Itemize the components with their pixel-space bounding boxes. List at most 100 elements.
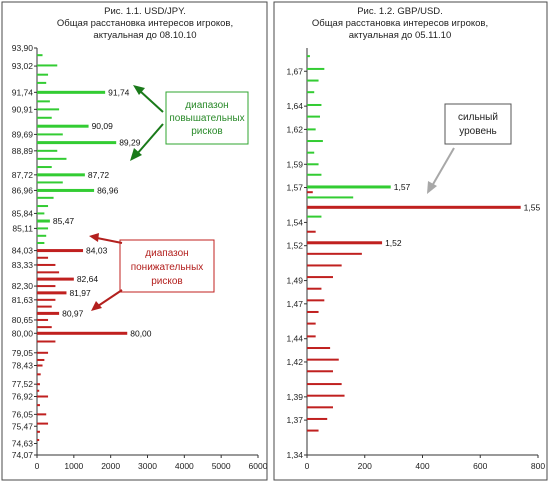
usdjpy-y-tick-label: 80,65 bbox=[12, 315, 34, 325]
usdjpy-lower-bar bbox=[37, 340, 56, 343]
gbpusd-upper-bar bbox=[307, 91, 315, 94]
usdjpy-upper-bar bbox=[37, 212, 45, 215]
gbpusd-upper-bar bbox=[307, 67, 325, 70]
usdjpy-lower-bar-label: 81,97 bbox=[69, 288, 91, 298]
usdjpy-y-tick-label: 80,00 bbox=[12, 328, 34, 338]
gbpusd-upper-bar bbox=[307, 55, 310, 58]
upper-risk-arrowhead-down bbox=[130, 148, 142, 161]
gbpusd-y-tick-label: 1,44 bbox=[286, 334, 303, 344]
usdjpy-upper-bar bbox=[37, 133, 63, 136]
usdjpy-y-tick-label: 86,96 bbox=[12, 185, 34, 195]
gbpusd-upper-bar bbox=[307, 173, 322, 176]
usdjpy-lower-bar bbox=[37, 358, 45, 361]
usdjpy-lower-bar bbox=[37, 389, 40, 392]
usdjpy-lower-bar-label: 80,97 bbox=[62, 308, 84, 318]
usdjpy-y-tick-label: 81,63 bbox=[12, 295, 34, 305]
gbpusd-lower-bar bbox=[307, 347, 331, 350]
gbpusd-lower-bar bbox=[307, 299, 325, 302]
usdjpy-y-tick-label: 85,11 bbox=[12, 223, 33, 233]
usdjpy-upper-bar-label: 85,47 bbox=[53, 216, 75, 226]
gbpusd-y-tick-label: 1,67 bbox=[286, 66, 303, 76]
gbpusd-lower-bar bbox=[307, 394, 345, 397]
gbpusd-upper-bar bbox=[307, 196, 354, 199]
usdjpy-upper-bar bbox=[37, 241, 45, 244]
upper-risk-label-box bbox=[165, 91, 249, 145]
upper-risk-annotation: диапазон повышательных рисков bbox=[130, 85, 249, 161]
usdjpy-lower-bar bbox=[37, 318, 49, 321]
usdjpy-upper-bar bbox=[37, 188, 95, 192]
usdjpy-lower-bar bbox=[37, 404, 40, 407]
gbpusd-lower-bar bbox=[307, 264, 342, 267]
strong-level-label-line-2: уровень bbox=[459, 126, 497, 137]
usdjpy-x-tick-label: 4000 bbox=[175, 461, 194, 471]
usdjpy-x-tick-label: 3000 bbox=[138, 461, 157, 471]
usdjpy-y-tick-label: 82,30 bbox=[12, 281, 34, 291]
usdjpy-lower-bar bbox=[37, 277, 74, 281]
usdjpy-upper-bar bbox=[37, 81, 47, 84]
gbpusd-lower-bar-label: 1,55 bbox=[524, 202, 541, 212]
upper-risk-label-line-3: рисков bbox=[191, 126, 223, 137]
usdjpy-lower-bar bbox=[37, 271, 60, 274]
usdjpy-lower-bar bbox=[37, 331, 128, 335]
gbpusd-upper-bar bbox=[307, 151, 315, 154]
gbpusd-y-tick-label: 1,42 bbox=[286, 357, 303, 367]
usdjpy-lower-bar bbox=[37, 311, 60, 315]
usdjpy-upper-bar bbox=[37, 64, 58, 67]
gbpusd-y-tick-label: 1,62 bbox=[286, 124, 303, 134]
usdjpy-lower-bar bbox=[37, 298, 56, 301]
usdjpy-lower-bar bbox=[37, 351, 49, 354]
usdjpy-upper-bar-label: 86,96 bbox=[97, 185, 119, 195]
gbpusd-lower-bar bbox=[307, 383, 342, 386]
usdjpy-y-tick-label: 78,43 bbox=[12, 361, 34, 371]
usdjpy-upper-bar-label: 89,29 bbox=[119, 138, 141, 148]
lower-risk-label-box bbox=[119, 239, 215, 293]
gbpusd-lower-bar bbox=[307, 358, 339, 361]
gbpusd-lower-bar bbox=[307, 205, 521, 209]
right-chart-title-line-2: Общая расстановка интересов игроков, bbox=[312, 18, 488, 29]
usdjpy-x-tick-label: 5000 bbox=[212, 461, 231, 471]
gbpusd-x-tick-label: 600 bbox=[473, 461, 487, 471]
gbpusd-x-tick-label: 400 bbox=[415, 461, 429, 471]
usdjpy-lower-bar bbox=[37, 305, 52, 308]
usdjpy-upper-bar bbox=[37, 205, 49, 208]
usdjpy-upper-bar bbox=[37, 73, 49, 76]
lower-risk-arrowhead-down bbox=[91, 301, 102, 311]
upper-risk-arrowhead-up bbox=[133, 85, 145, 95]
usdjpy-y-tick-label: 83,33 bbox=[12, 260, 34, 270]
lower-risk-annotation: диапазон понижательных рисков bbox=[89, 233, 215, 311]
usdjpy-upper-bar bbox=[37, 108, 60, 111]
usdjpy-y-tick-label: 93,02 bbox=[12, 61, 34, 71]
usdjpy-lower-bar bbox=[37, 413, 47, 416]
usdjpy-y-tick-label: 87,72 bbox=[12, 170, 34, 180]
gbpusd-lower-bar bbox=[307, 370, 333, 373]
usdjpy-lower-bar bbox=[37, 249, 84, 253]
usdjpy-upper-bar bbox=[37, 173, 85, 177]
usdjpy-lower-bar bbox=[37, 373, 41, 376]
gbpusd-lower-bar bbox=[307, 429, 319, 432]
usdjpy-lower-bar bbox=[37, 383, 40, 386]
usdjpy-lower-bar bbox=[37, 326, 52, 329]
usdjpy-x-tick-label: 0 bbox=[35, 461, 40, 471]
upper-risk-arrow-down bbox=[136, 123, 164, 155]
usdjpy-upper-bar-label: 91,74 bbox=[108, 87, 130, 97]
gbpusd-upper-bar bbox=[307, 115, 320, 118]
usdjpy-y-tick-label: 79,05 bbox=[12, 348, 34, 358]
right-panel-frame bbox=[273, 1, 548, 481]
usdjpy-x-tick-label: 6000 bbox=[249, 461, 268, 471]
usdjpy-chart: 93,90 93,02 91,74 90,91 89,69 88,89 87,72 86,96… bbox=[12, 43, 268, 471]
gbpusd-lower-bar bbox=[307, 406, 333, 409]
usdjpy-y-tick-label: 85,84 bbox=[12, 208, 34, 218]
lower-risk-label-line-2: понижательных bbox=[131, 262, 204, 273]
upper-risk-label-line-1: диапазон bbox=[185, 100, 228, 111]
usdjpy-y-tick-label: 74,63 bbox=[12, 439, 34, 449]
upper-risk-label-line-2: повышательных bbox=[169, 113, 244, 124]
usdjpy-upper-bar bbox=[37, 234, 47, 237]
usdjpy-y-tick-label: 89,69 bbox=[12, 129, 34, 139]
gbpusd-x-tick-label: 800 bbox=[531, 461, 545, 471]
usdjpy-lower-bar bbox=[37, 291, 67, 295]
lower-risk-label-line-3: рисков bbox=[151, 276, 183, 287]
usdjpy-y-tick-label: 88,89 bbox=[12, 146, 34, 156]
gbpusd-upper-bar-label: 1,57 bbox=[394, 182, 411, 192]
usdjpy-upper-bar bbox=[37, 196, 54, 199]
